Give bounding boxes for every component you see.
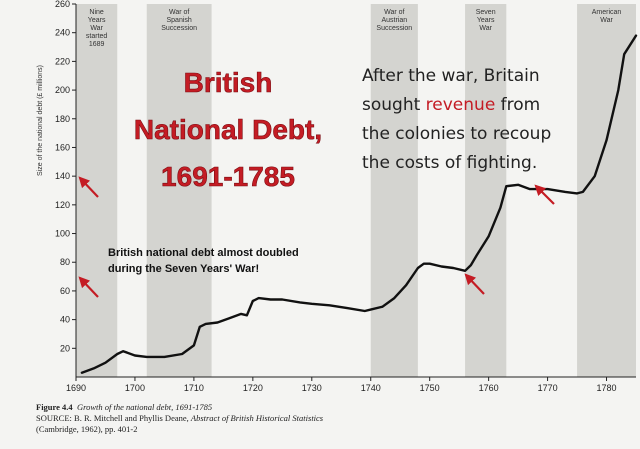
x-tick-label: 1780: [597, 383, 617, 393]
source-title: Abstract of British Historical Statistic…: [190, 413, 324, 423]
war-label: War of Spanish Succession: [161, 9, 197, 32]
arrows: [78, 176, 555, 298]
y-tick-label: 240: [55, 28, 70, 38]
x-tick-label: 1690: [66, 383, 86, 393]
caption-line-1: Figure 4.4 Growth of the national debt, …: [36, 402, 636, 413]
figure-caption: Figure 4.4 Growth of the national debt, …: [36, 402, 636, 435]
seven-years-note-line-2: during the Seven Years' War!: [108, 263, 259, 275]
war-band: [76, 4, 118, 377]
revenue-annotation-sought: sought: [362, 95, 426, 115]
revenue-word: revenue: [426, 95, 496, 115]
y-tick-label: 140: [55, 171, 70, 181]
y-tick-label: 220: [55, 56, 70, 66]
war-label: Nine Years War started 1689: [86, 9, 108, 48]
y-tick-label: 200: [55, 85, 70, 95]
red-arrow-icon: [78, 276, 99, 298]
war-band: [146, 4, 212, 377]
revenue-annotation-line-2: sought revenue from: [362, 95, 540, 115]
war-bands: [76, 4, 636, 377]
red-arrow-icon: [464, 273, 485, 295]
seven-years-note-line-1: British national debt almost doubled: [108, 247, 299, 259]
x-tick-label: 1730: [302, 383, 322, 393]
y-tick-label: 80: [60, 257, 70, 267]
y-tick-label: 20: [60, 343, 70, 353]
y-tick-label: 120: [55, 200, 70, 210]
red-arrow-icon: [78, 176, 99, 198]
caption-line-3: (Cambridge, 1962), pp. 401-2: [36, 424, 138, 434]
war-band: [465, 4, 507, 377]
y-tick-label: 160: [55, 142, 70, 152]
chart-title-line-1: British: [184, 67, 273, 98]
y-tick-label: 40: [60, 315, 70, 325]
war-label: American War: [592, 9, 622, 24]
x-tick-label: 1720: [243, 383, 263, 393]
x-tick-label: 1700: [125, 383, 145, 393]
axes: 20 40 60 80 100 120 140 160 180 200 220 240 260 1690 1…: [37, 0, 636, 393]
y-tick-label: 100: [55, 229, 70, 239]
x-tick-label: 1760: [479, 383, 499, 393]
revenue-annotation-line-3: the colonies to recoup: [362, 124, 551, 144]
x-tick-label: 1750: [420, 383, 440, 393]
x-tick-label: 1770: [538, 383, 558, 393]
war-band: [577, 4, 636, 377]
revenue-annotation-from: from: [495, 95, 540, 115]
y-tick-label: 180: [55, 114, 70, 124]
red-arrow-icon: [534, 184, 555, 205]
figure-title: Growth of the national debt, 1691-1785: [76, 402, 213, 412]
war-label: Seven Years War: [476, 9, 496, 32]
war-band: [370, 4, 418, 377]
y-tick-label: 260: [55, 0, 70, 9]
revenue-annotation-line-1: After the war, Britain: [362, 66, 540, 86]
revenue-annotation-line-4: the costs of fighting.: [362, 153, 537, 173]
war-label: War of Austrian Succession: [376, 9, 412, 32]
caption-line-2: SOURCE: B. R. Mitchell and Phyllis Deane…: [36, 413, 636, 424]
war-labels: Nine Years War started 1689 War of Spanish Succ…: [86, 9, 621, 48]
y-tick-label: 60: [60, 286, 70, 296]
source-prefix: SOURCE: B. R. Mitchell and Phyllis Deane…: [36, 413, 191, 423]
x-tick-label: 1710: [184, 383, 204, 393]
x-tick-label: 1740: [361, 383, 381, 393]
chart-title-line-2: National Debt,: [134, 114, 322, 145]
figure-number: Figure 4.4: [36, 402, 73, 412]
y-axis-label: Size of the national debt (£ millions): [37, 65, 44, 176]
chart-title-line-3: 1691-1785: [161, 161, 295, 192]
